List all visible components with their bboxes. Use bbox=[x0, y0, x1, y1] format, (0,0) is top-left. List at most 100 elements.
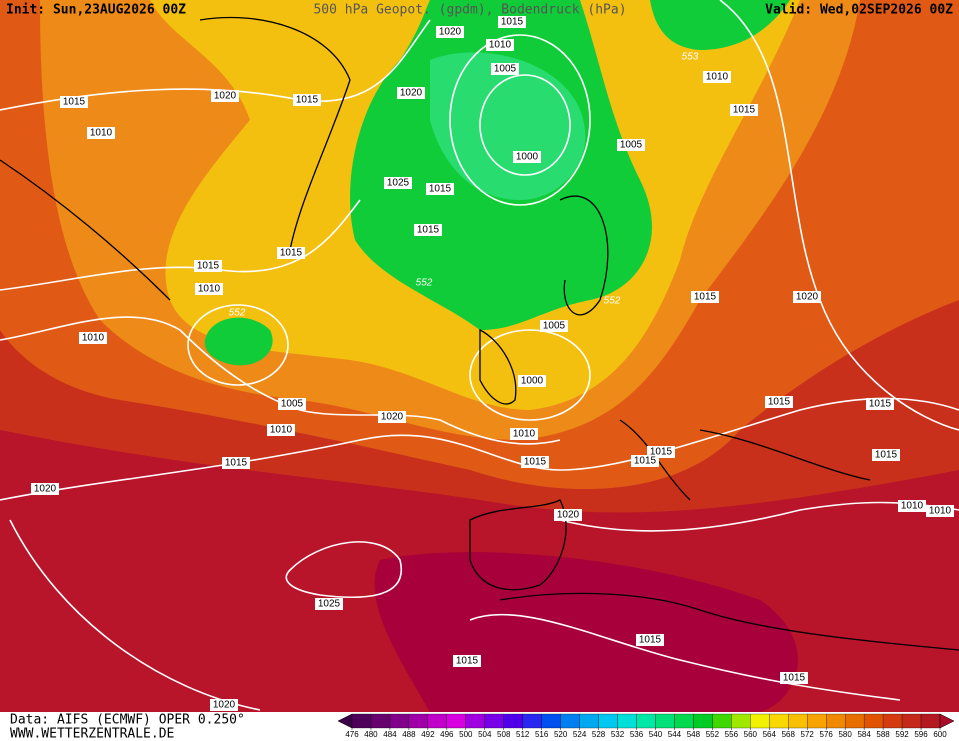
colorbar-tick-label: 540 bbox=[649, 730, 663, 739]
coast bbox=[499, 592, 959, 651]
site-name: WWW.WETTERZENTRALE.DE bbox=[10, 727, 174, 741]
label-box bbox=[765, 396, 793, 408]
label-box bbox=[521, 456, 549, 468]
data-source: Data: AIFS (ECMWF) OPER 0.250° bbox=[10, 713, 245, 728]
coast bbox=[559, 195, 609, 316]
pressure-label: 1010 bbox=[901, 501, 924, 512]
colorbar-tick-label: 480 bbox=[364, 730, 378, 739]
field-green-ne bbox=[650, 0, 790, 50]
colorbar-swatch bbox=[503, 713, 523, 729]
colorbar-tick-label: 508 bbox=[497, 730, 511, 739]
pressure-label: 1010 bbox=[198, 284, 221, 295]
coast bbox=[469, 499, 567, 591]
pressure-label: 1015 bbox=[63, 97, 86, 108]
colorbar-swatch bbox=[807, 713, 827, 729]
colorbar-swatch bbox=[845, 713, 865, 729]
pressure-label: 1005 bbox=[620, 140, 643, 151]
colorbar: 476 480 484 488 492 496 500 504 508 512 516 520 524 5… bbox=[337, 713, 955, 739]
colorbar-swatch bbox=[712, 713, 732, 729]
colorbar-swatch bbox=[617, 713, 637, 729]
colorbar-tick-label: 592 bbox=[895, 730, 909, 739]
label-box bbox=[397, 87, 425, 99]
isobar bbox=[449, 34, 591, 206]
label-box bbox=[926, 505, 954, 517]
colorbar-swatch bbox=[522, 713, 542, 729]
pressure-label: 1025 bbox=[387, 178, 410, 189]
pressure-label: 1020 bbox=[34, 484, 57, 495]
label-box bbox=[491, 63, 519, 75]
colorbar-tick-label: 568 bbox=[782, 730, 796, 739]
label-box bbox=[453, 655, 481, 667]
pressure-label: 1015 bbox=[456, 656, 479, 667]
pressure-label: 1015 bbox=[783, 673, 806, 684]
colorbar-tick-label: 588 bbox=[876, 730, 890, 739]
colorbar-swatch bbox=[693, 713, 713, 729]
label-box bbox=[703, 71, 731, 83]
label-box bbox=[518, 375, 546, 387]
colorbar-tick-label: 484 bbox=[383, 730, 397, 739]
colorbar-swatch bbox=[598, 713, 618, 729]
pressure-label: 1015 bbox=[197, 261, 220, 272]
colorbar-tick-label: 576 bbox=[820, 730, 834, 739]
label-box bbox=[378, 411, 406, 423]
isobar bbox=[187, 304, 289, 386]
label-box bbox=[222, 457, 250, 469]
colorbar-tick-label: 504 bbox=[478, 730, 492, 739]
colorbar-tick-label: 496 bbox=[440, 730, 454, 739]
colorbar-tick-label: 556 bbox=[725, 730, 739, 739]
colorbar-tick-label: 584 bbox=[857, 730, 871, 739]
pressure-label: 1020 bbox=[213, 700, 236, 711]
pressure-label: 1010 bbox=[513, 429, 536, 440]
map-title: 500 hPa Geopot. (gpdm), Bodendruck (hPa) bbox=[313, 3, 626, 18]
isobar bbox=[285, 541, 403, 599]
label-box bbox=[540, 320, 568, 332]
label-box bbox=[87, 127, 115, 139]
label-box bbox=[513, 151, 541, 163]
isobar-labels: 1015 1020 1015 1010 1020 1015 1010 1005 1020 1000… bbox=[31, 16, 954, 711]
label-box bbox=[211, 90, 239, 102]
colorbar-tick-label: 500 bbox=[459, 730, 473, 739]
colorbar-swatch bbox=[560, 713, 580, 729]
pressure-label: 1015 bbox=[417, 225, 440, 236]
pressure-label: 1015 bbox=[768, 397, 791, 408]
pressure-label: 1015 bbox=[694, 292, 717, 303]
pressure-label: 1005 bbox=[281, 399, 304, 410]
colorbar-swatch bbox=[882, 713, 903, 729]
colorbar-tick-label: 524 bbox=[573, 730, 587, 739]
colorbar-over bbox=[939, 713, 955, 729]
pressure-label: 1015 bbox=[733, 105, 756, 116]
colorbar-swatch bbox=[389, 713, 410, 729]
pressure-label: 1015 bbox=[875, 450, 898, 461]
colorbar-tick-label: 492 bbox=[421, 730, 435, 739]
pressure-label: 1025 bbox=[318, 599, 341, 610]
pressure-label: 1015 bbox=[650, 447, 673, 458]
colorbar-swatch bbox=[920, 713, 941, 729]
label-box bbox=[195, 283, 223, 295]
colorbar-swatch bbox=[636, 713, 656, 729]
colorbar-tick-label: 580 bbox=[838, 730, 852, 739]
pressure-label: 1020 bbox=[557, 510, 580, 521]
colorbar-swatch bbox=[370, 713, 391, 729]
label-box bbox=[267, 424, 295, 436]
label-box bbox=[617, 139, 645, 151]
colorbar-swatch bbox=[427, 713, 447, 729]
pressure-label: 1015 bbox=[524, 457, 547, 468]
isobar bbox=[469, 613, 901, 701]
colorbar-swatch bbox=[863, 713, 884, 729]
colorbar-tick-label: 520 bbox=[554, 730, 568, 739]
label-box bbox=[31, 483, 59, 495]
pressure-label: 1010 bbox=[82, 333, 105, 344]
colorbar-tick-label: 564 bbox=[763, 730, 777, 739]
pressure-label: 1015 bbox=[429, 184, 452, 195]
label-box bbox=[384, 177, 412, 189]
pressure-label: 1020 bbox=[796, 292, 819, 303]
colorbar-swatch bbox=[788, 713, 808, 729]
colorbar-swatch bbox=[769, 713, 789, 729]
label-box bbox=[293, 94, 321, 106]
isobar bbox=[469, 329, 591, 421]
label-box bbox=[79, 332, 107, 344]
pressure-label: 1015 bbox=[280, 248, 303, 259]
colorbar-tick-label: 596 bbox=[914, 730, 928, 739]
colorbar-tick-label: 528 bbox=[592, 730, 606, 739]
pressure-label: 1000 bbox=[521, 376, 544, 387]
